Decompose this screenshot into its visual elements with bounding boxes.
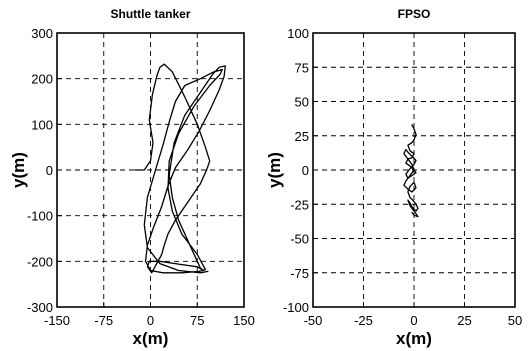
y-axis-label: y(m) [265,152,284,188]
y-tick-label: -25 [290,197,309,212]
y-tick-label: 200 [31,72,53,87]
x-tick-label: -25 [354,313,373,328]
chart-title: Shuttle tanker [110,7,190,21]
series-line [134,63,226,274]
x-tick-label: 75 [190,313,204,328]
y-axis-label: y(m) [9,152,28,188]
y-tick-label: 50 [295,95,309,110]
y-tick-label: 25 [295,129,309,144]
x-tick-label: 25 [457,313,471,328]
y-tick-label: 100 [287,26,309,41]
y-tick-label: -300 [27,300,53,315]
x-tick-label: 0 [410,313,417,328]
chart-title: FPSO [398,7,431,21]
x-tick-label: -50 [304,313,323,328]
chart-shuttle-tanker: Shuttle tanker x(m) y(m) -150 -75 0 75 150 -3… [9,7,255,348]
x-axis-label: x(m) [133,329,169,348]
x-tick-label: -75 [94,313,113,328]
chart-fpso: FPSO x(m) y(m) -50 -25 0 25 50 -100 -75 -50 -25 0… [265,7,522,348]
y-tick-label: -75 [290,266,309,281]
y-tick-label: 0 [302,163,309,178]
y-tick-label: -200 [27,254,53,269]
x-tick-label: 0 [147,313,154,328]
y-tick-label: 100 [31,117,53,132]
y-tick-label: 0 [46,163,53,178]
series-line [403,124,419,218]
y-tick-label: -100 [27,209,53,224]
x-tick-label: -150 [44,313,70,328]
y-tick-label: -100 [283,300,309,315]
x-tick-label: 150 [233,313,255,328]
y-tick-label: 300 [31,26,53,41]
x-tick-label: 50 [508,313,522,328]
x-axis-label: x(m) [396,329,432,348]
y-tick-label: 75 [295,60,309,75]
y-tick-label: -50 [290,232,309,247]
